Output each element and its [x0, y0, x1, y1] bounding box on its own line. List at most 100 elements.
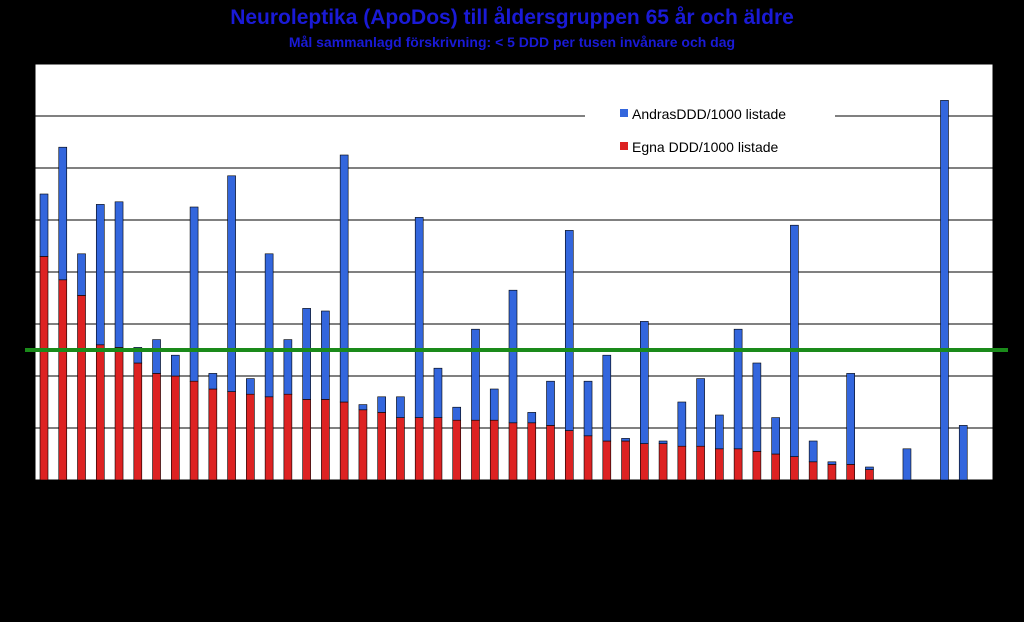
bar-andras [640, 321, 649, 444]
bar-andras [827, 461, 837, 465]
bar-andras [321, 310, 330, 400]
bar-andras [264, 253, 274, 398]
bar-egna [489, 419, 499, 481]
bar-egna [640, 443, 649, 481]
bar-egna [583, 435, 593, 481]
bar-andras [846, 373, 855, 465]
bar-andras [489, 388, 499, 421]
bar-andras [171, 354, 180, 377]
legend-swatch-egna [620, 142, 628, 150]
bar-andras [808, 440, 818, 463]
bar-andras [602, 354, 612, 442]
bar-egna [208, 388, 218, 481]
bar-egna [733, 448, 743, 481]
bar-andras [302, 308, 311, 400]
bar-egna [452, 419, 462, 481]
bar-andras [339, 154, 349, 403]
bar-egna [114, 347, 124, 481]
bar-egna [564, 430, 574, 481]
bar-egna [658, 443, 668, 481]
bar-egna [546, 425, 555, 481]
bar-egna [396, 417, 405, 481]
bar-andras [189, 206, 199, 382]
bar-andras [508, 289, 518, 424]
bar-egna [752, 451, 762, 481]
bar-egna [846, 464, 855, 481]
bar-egna [302, 399, 311, 481]
bar-egna [790, 456, 799, 481]
bar-andras [39, 193, 49, 257]
bar-andras [414, 217, 424, 418]
bar-andras [790, 224, 799, 457]
bar-andras [902, 448, 912, 481]
bar-egna [358, 409, 368, 481]
bar-andras [133, 347, 143, 364]
bar-andras [452, 406, 462, 421]
bar-egna [508, 422, 518, 481]
bar-egna [808, 461, 818, 481]
bar-andras [752, 362, 762, 452]
bar-egna [696, 445, 705, 481]
bars [39, 100, 968, 481]
bar-andras [433, 367, 443, 418]
bar-andras [733, 328, 743, 450]
bar-egna [377, 412, 386, 481]
legend-box [585, 96, 835, 166]
bar-egna [715, 448, 724, 481]
bar-andras [95, 204, 105, 346]
bar-andras [621, 438, 630, 442]
bar-andras [940, 100, 949, 481]
bar-andras [546, 380, 555, 426]
bar-andras [77, 253, 86, 296]
bar-egna [865, 469, 874, 481]
legend-label-andras: AndrasDDD/1000 listade [632, 106, 786, 122]
bar-egna [677, 445, 687, 481]
bar-egna [58, 279, 68, 481]
bar-egna [171, 375, 180, 481]
legend-swatch-andras [620, 109, 628, 117]
bar-andras [564, 230, 574, 431]
chart-subtitle: Mål sammanlagd förskrivning: < 5 DDD per… [288, 34, 736, 50]
bar-egna [264, 396, 274, 481]
bar-egna [471, 419, 480, 481]
bar-egna [189, 380, 199, 481]
bar-egna [95, 344, 105, 481]
bar-andras [715, 414, 724, 450]
bar-egna [246, 393, 255, 481]
bar-andras [152, 339, 161, 374]
bar-andras [114, 201, 124, 348]
bar-egna [414, 417, 424, 481]
bar-andras [677, 401, 687, 447]
bar-andras [583, 380, 593, 437]
bar-andras [358, 404, 368, 411]
bar-egna [283, 393, 293, 481]
bar-egna [602, 440, 612, 481]
bar-andras [527, 412, 537, 424]
bar-andras [283, 339, 293, 395]
bar-andras [865, 466, 874, 470]
bar-andras [396, 396, 405, 418]
bar-egna [339, 401, 349, 481]
bar-egna [152, 373, 161, 481]
bar-egna [133, 362, 143, 481]
legend-label-egna: Egna DDD/1000 listade [632, 139, 779, 155]
bar-andras [958, 425, 968, 481]
bar-egna [527, 422, 537, 481]
bar-andras [208, 373, 218, 390]
bar-egna [771, 453, 780, 481]
bar-andras [471, 328, 480, 421]
bar-egna [227, 391, 236, 481]
bar-egna [321, 399, 330, 481]
bar-egna [827, 464, 837, 481]
bar-egna [433, 417, 443, 481]
bar-egna [77, 295, 86, 481]
bar-andras [658, 440, 668, 444]
bar-egna [621, 440, 630, 481]
bar-egna [39, 256, 49, 481]
bar-andras [377, 396, 386, 413]
bar-andras [246, 378, 255, 395]
bar-andras [58, 146, 68, 281]
bar-andras [771, 417, 780, 455]
bar-andras [696, 378, 705, 447]
